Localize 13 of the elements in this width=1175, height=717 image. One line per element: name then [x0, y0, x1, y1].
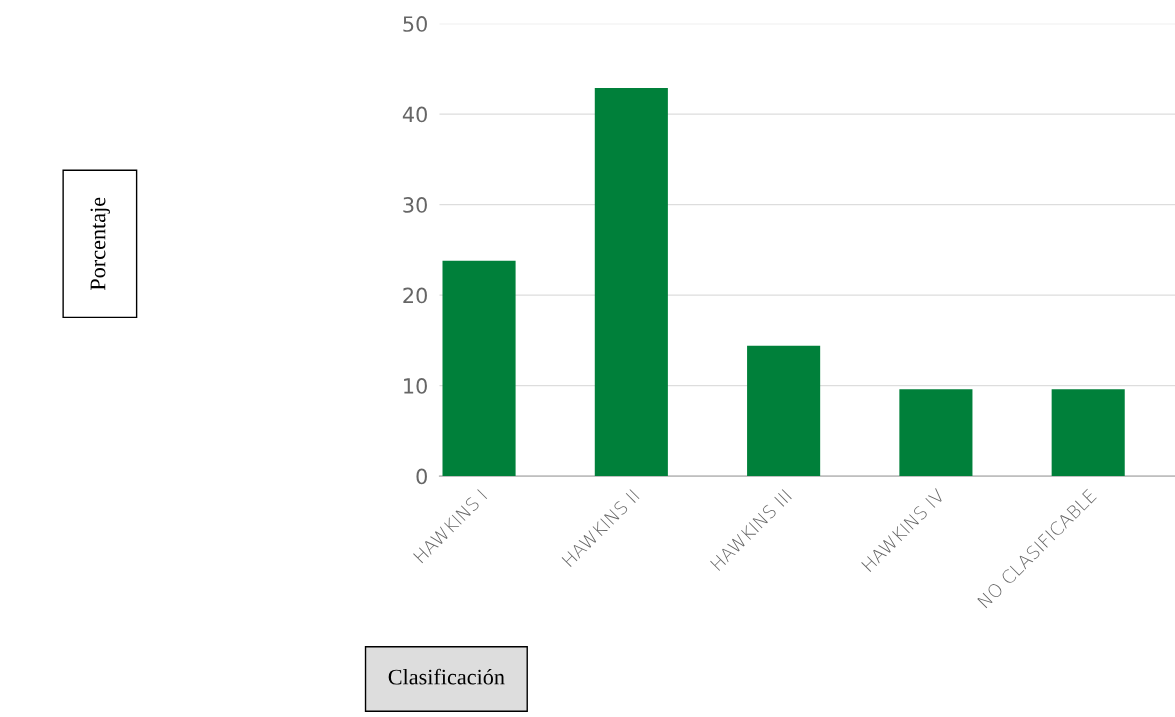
- x-axis-title: Clasificación: [388, 668, 505, 685]
- y-tick-label: 20: [403, 287, 427, 304]
- bar: [1051, 389, 1125, 477]
- bar: [594, 87, 668, 477]
- y-tick-label: 50: [403, 16, 427, 32]
- y-tick-label: 30: [403, 197, 427, 213]
- y-tick-label: 40: [402, 106, 427, 123]
- text: Porcentaje: [90, 197, 110, 291]
- y-tick-label: 0: [416, 468, 427, 485]
- bar: [747, 345, 821, 477]
- bar: [899, 389, 973, 477]
- y-tick-label: 10: [404, 378, 427, 394]
- bar: [442, 260, 516, 477]
